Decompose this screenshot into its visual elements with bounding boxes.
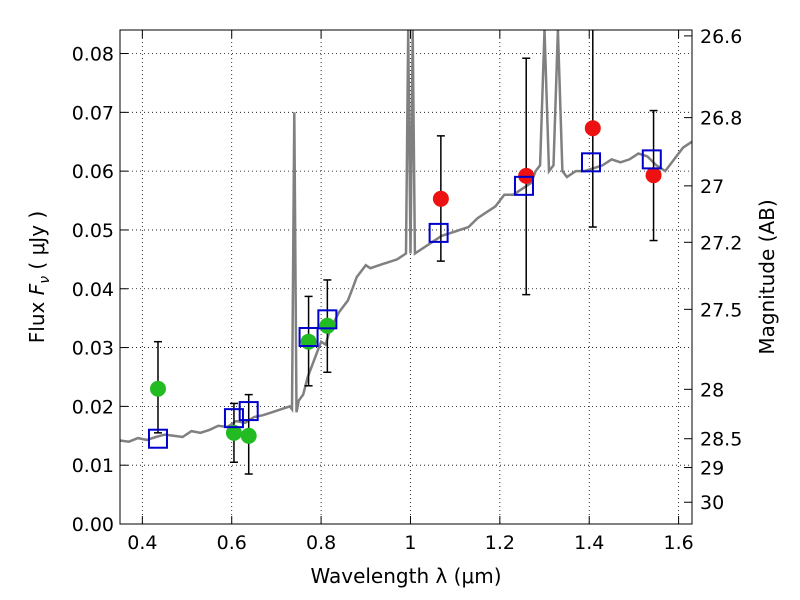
x-tick-label: 0.4 — [127, 532, 157, 554]
y-tick-label: 0.07 — [72, 102, 114, 124]
right-tick-label: 27 — [700, 176, 724, 198]
model-point — [238, 401, 259, 422]
data-point — [319, 317, 336, 334]
y-tick-label: 0.02 — [72, 396, 114, 418]
data-point — [584, 120, 601, 137]
x-tick-label: 1.6 — [663, 532, 693, 554]
data-point — [645, 167, 662, 184]
x-tick-label: 1.4 — [574, 532, 604, 554]
right-tick-label: 27.5 — [700, 299, 742, 321]
x-tick-label: 0.6 — [217, 532, 247, 554]
data-point — [225, 424, 242, 441]
data-point — [240, 427, 257, 444]
right-axis-label: Magnitude (AB) — [755, 199, 779, 354]
y-axis-label: Flux Fν ( μJy ) — [25, 211, 53, 343]
model-spectrum-line — [120, 30, 692, 443]
model-point — [298, 326, 319, 347]
y-tick-label: 0.05 — [72, 220, 114, 242]
y-tick-label: 0.00 — [72, 514, 114, 536]
y-tick-label: 0.01 — [72, 455, 114, 477]
right-tick-label: 26.8 — [700, 108, 742, 130]
model-point — [317, 309, 338, 330]
right-tick-label: 29 — [700, 458, 724, 480]
photometry-points — [147, 120, 662, 449]
right-tick-label: 30 — [700, 492, 724, 514]
model-point — [147, 428, 168, 449]
model-point — [223, 408, 244, 429]
data-point — [432, 190, 449, 207]
x-axis-label: Wavelength λ (μm) — [310, 564, 501, 588]
data-point — [149, 380, 166, 397]
right-tick-label: 28 — [700, 379, 724, 401]
right-tick-label: 28.5 — [700, 429, 742, 451]
right-tick-label: 27.2 — [700, 232, 742, 254]
y-tick-label: 0.06 — [72, 161, 114, 183]
x-tick-label: 0.8 — [306, 532, 336, 554]
model-point — [641, 149, 662, 170]
grid-lines — [120, 30, 692, 525]
plot-frame — [119, 29, 693, 525]
y-tick-label: 0.03 — [72, 338, 114, 360]
model-point — [581, 152, 602, 173]
model-point — [428, 222, 449, 243]
x-tick-label: 1 — [404, 532, 416, 554]
model-point — [513, 175, 534, 196]
x-tick-label: 1.2 — [485, 532, 515, 554]
y-tick-label: 0.08 — [72, 44, 114, 66]
y-tick-label: 0.04 — [72, 279, 114, 301]
axis-ticks: 0.4 0.6 0.8 1 1.2 1.4 1.6 0.00 0.01 0.02 0.03 0.04 0… — [72, 26, 743, 554]
data-point — [300, 333, 317, 350]
right-tick-label: 26.6 — [700, 26, 742, 48]
